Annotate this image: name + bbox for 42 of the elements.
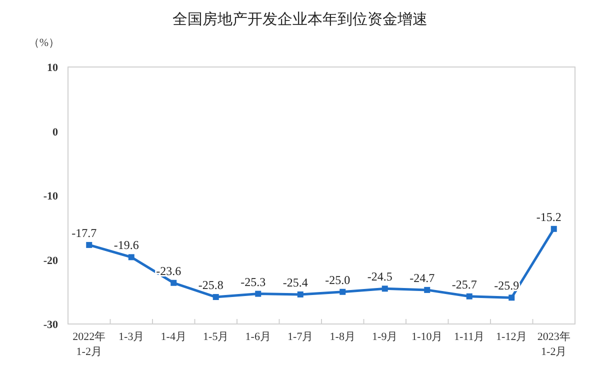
x-tick-label: 1-12月 xyxy=(496,331,528,343)
point xyxy=(424,286,430,293)
x-tick-label: 2023年 1-2月 xyxy=(537,331,570,358)
data-label: -25.3 xyxy=(240,274,266,289)
data-label: -17.7 xyxy=(72,226,97,240)
y-tick-label: -20 xyxy=(43,254,58,267)
data-label: -19.6 xyxy=(114,238,139,252)
point xyxy=(297,291,304,298)
data-label: -24.7 xyxy=(410,270,435,285)
x-tick-label: 2022年 1-2月 xyxy=(72,331,106,358)
point xyxy=(382,286,388,292)
point xyxy=(86,242,92,248)
data-label: -25.4 xyxy=(282,275,308,290)
x-tick-label: 1-6月 xyxy=(245,331,271,343)
data-label: -25.8 xyxy=(198,278,224,292)
y-axis-title: （%） xyxy=(28,37,60,49)
y-tick-label: -30 xyxy=(43,319,58,331)
data-label: -23.6 xyxy=(156,264,182,278)
point xyxy=(128,254,134,260)
x-tick-label: 1-5月 xyxy=(203,331,229,343)
x-tick-label: 1-7月 xyxy=(288,331,314,343)
data-label: -25.7 xyxy=(452,277,477,292)
point xyxy=(340,288,346,295)
x-tick-label: 1-11月 xyxy=(454,331,485,343)
x-tick-label: 1-4月 xyxy=(160,331,186,343)
point xyxy=(466,293,472,300)
x-tick-label: 1-9月 xyxy=(372,331,398,343)
point xyxy=(212,294,219,300)
point xyxy=(255,290,262,297)
data-label: -25.0 xyxy=(325,272,350,287)
y-tick-label: 10 xyxy=(47,62,58,74)
data-label: -24.5 xyxy=(367,270,392,284)
data-label: -15.2 xyxy=(536,210,562,224)
y-tick-label: -10 xyxy=(43,190,58,202)
x-tick-label: 1-3月 xyxy=(118,331,144,343)
point xyxy=(508,294,515,301)
x-tick-label: 1-8月 xyxy=(330,331,356,343)
point xyxy=(170,280,177,286)
y-tick-label: 0 xyxy=(52,126,58,138)
x-tick-label: 1-10月 xyxy=(412,331,443,343)
chart-title: 全国房地产开发企业本年到位资金增速 xyxy=(172,11,428,28)
point xyxy=(550,226,557,232)
